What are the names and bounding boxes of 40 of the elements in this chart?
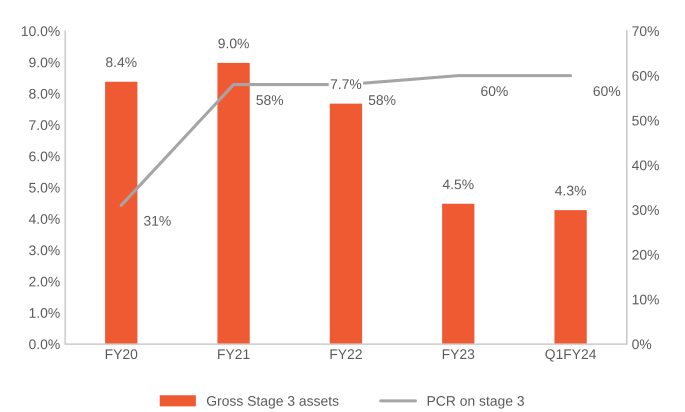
y2-tick-label: 30% bbox=[632, 205, 659, 215]
bar bbox=[216, 62, 252, 344]
legend-label: Gross Stage 3 assets bbox=[206, 396, 339, 409]
y2-tick-label: 10% bbox=[632, 294, 659, 304]
data-label: 9.0% bbox=[218, 38, 249, 48]
y2-tick-label: 70% bbox=[632, 26, 659, 36]
x-tick-label: FY21 bbox=[218, 349, 250, 359]
y-tick-label: 5.0% bbox=[29, 182, 60, 193]
data-label: 31% bbox=[144, 216, 171, 226]
x-tick-label: FY22 bbox=[330, 349, 362, 359]
data-label: 60% bbox=[481, 86, 508, 96]
y-tick-label: 3.0% bbox=[29, 245, 60, 256]
data-label: 4.3% bbox=[555, 186, 586, 196]
y-tick-label: 8.0% bbox=[29, 88, 60, 99]
y-tick-label: 4.0% bbox=[28, 214, 60, 224]
y-tick-label: 6.0% bbox=[29, 151, 60, 162]
data-label: 58% bbox=[368, 95, 396, 105]
bar bbox=[328, 102, 364, 344]
bar bbox=[553, 208, 588, 344]
data-label: 60% bbox=[594, 86, 620, 96]
data-label: 4.5% bbox=[442, 179, 474, 190]
y-tick-label: 2.0% bbox=[29, 276, 60, 287]
x-tick-label: Q1FY24 bbox=[545, 349, 596, 362]
y2-tick-label: 40% bbox=[632, 160, 659, 170]
y-tick-label: 9.0% bbox=[29, 58, 60, 68]
legend-label: PCR on stage 3 bbox=[428, 396, 524, 409]
y2-tick-label: 60% bbox=[632, 70, 659, 81]
y2-tick-label: 20% bbox=[632, 250, 659, 260]
x-tick-label: FY20 bbox=[106, 349, 138, 360]
y-tick-label: 10.0% bbox=[22, 26, 60, 36]
y-tick-label: 1.0% bbox=[30, 308, 60, 318]
data-label: 8.4% bbox=[106, 57, 137, 68]
y2-tick-label: 0% bbox=[632, 339, 652, 350]
x-tick-label: FY23 bbox=[442, 349, 474, 360]
data-label: 58% bbox=[256, 95, 284, 105]
y2-tick-label: 50% bbox=[632, 116, 659, 126]
y-tick-label: 0.0% bbox=[29, 339, 60, 350]
y-tick-label: 7.0% bbox=[29, 120, 60, 130]
bar bbox=[104, 80, 139, 344]
bar bbox=[440, 202, 476, 344]
